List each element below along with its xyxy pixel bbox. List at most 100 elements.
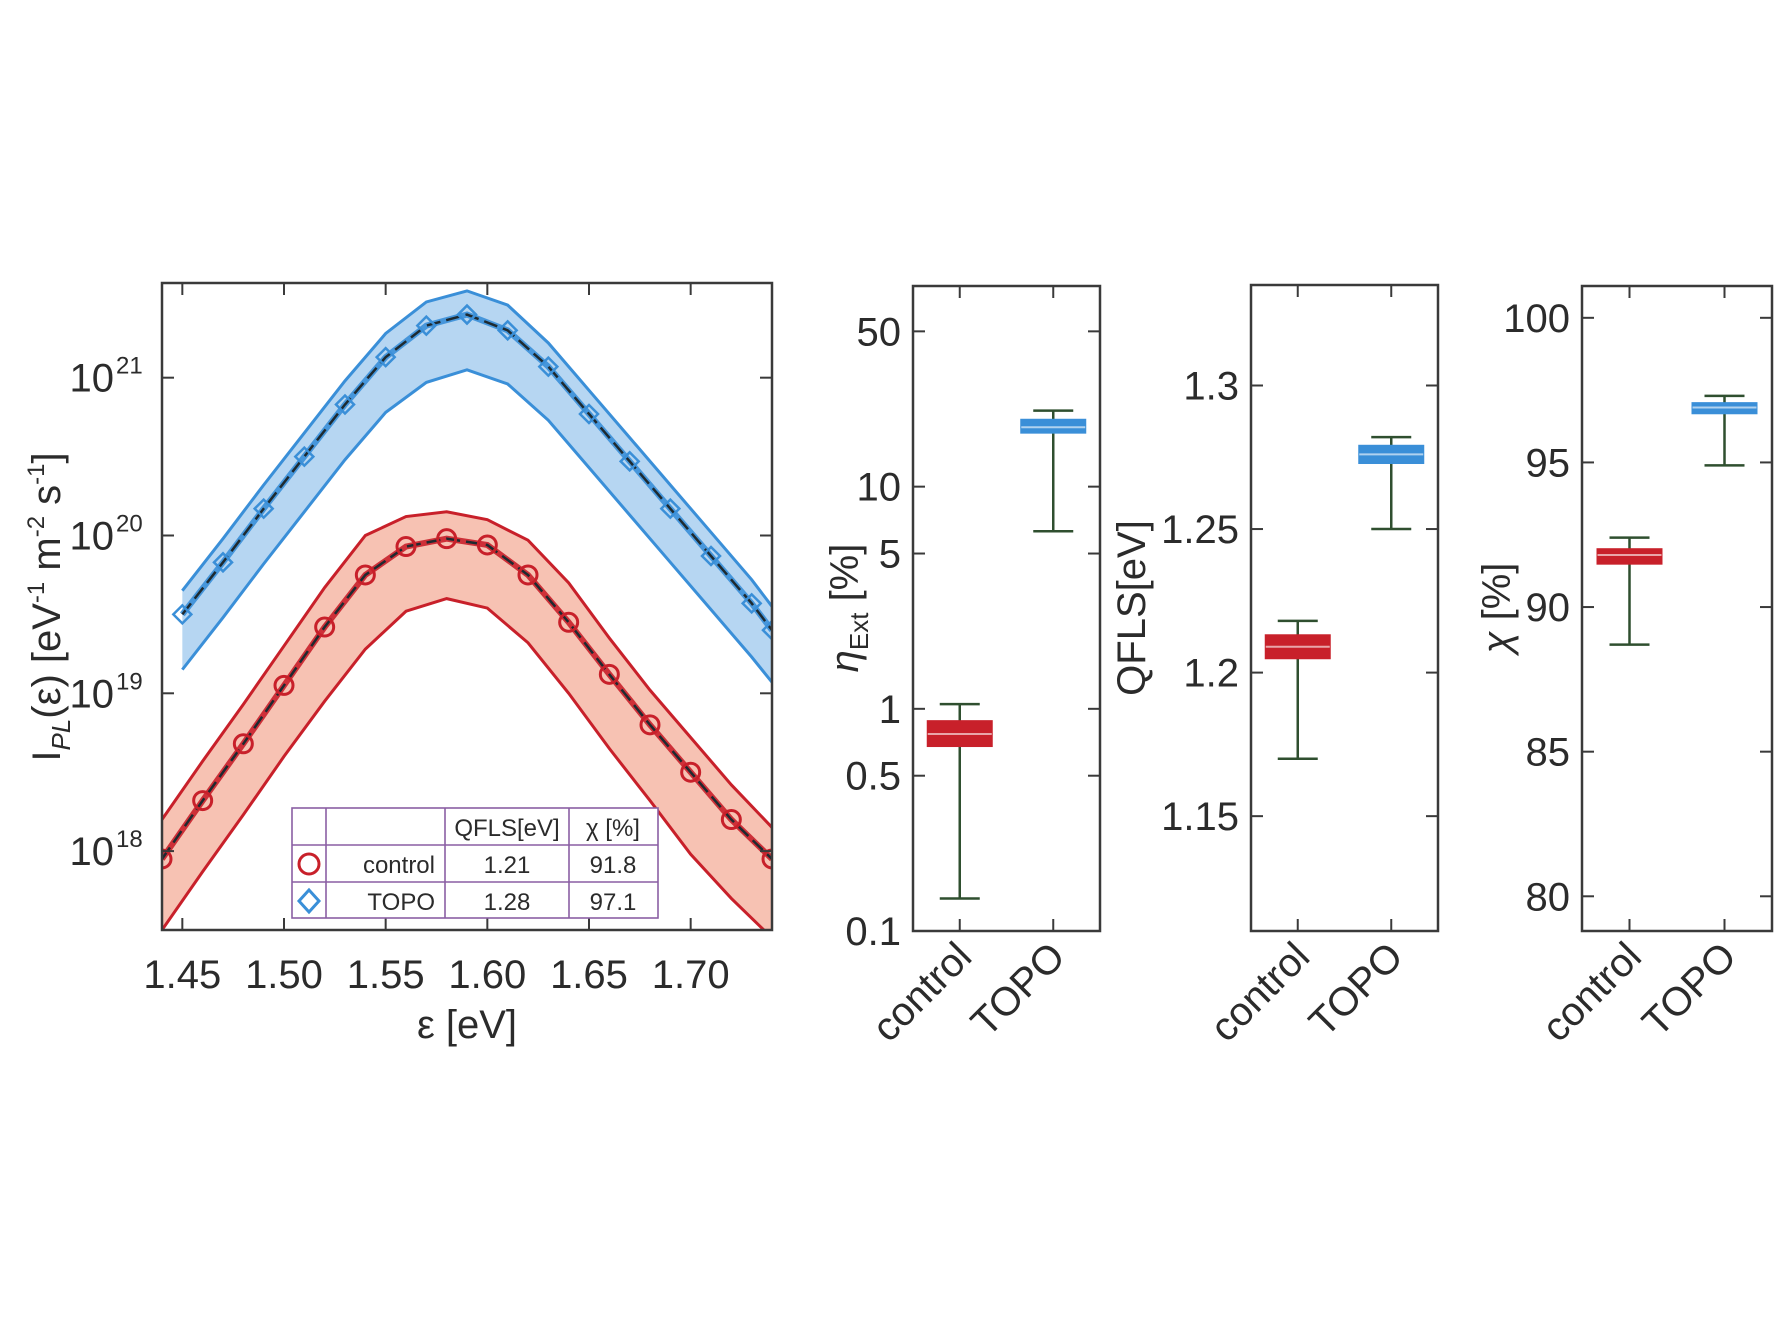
y-tick-exponent: 21 [116,353,143,380]
y-tick-label: 1.3 [1183,364,1239,408]
y-tick-exponent: 19 [116,668,143,695]
x-tick-label: 1.65 [550,953,628,997]
x-category-label: TOPO [1301,934,1412,1045]
control-data-point [598,663,620,685]
y-tick-label: 90 [1526,586,1571,630]
x-category-label: control [1202,934,1318,1050]
topo-uncertainty-band [182,290,772,683]
eta-ext-plot-area [926,409,1087,900]
control-data-point [517,564,539,586]
legend-header-qfls: QFLS[eV] [454,815,559,842]
topo-data-point [252,497,275,520]
topo-data-point [334,393,356,416]
qfls-y-axis-label: QFLS[eV] [1110,520,1154,696]
x-category-label: TOPO [1634,934,1745,1045]
control-band-lower-line [162,597,767,930]
y-tick-exponent: 18 [116,826,143,853]
topo-band-lower-line [181,368,772,684]
topo-data-point [415,314,438,337]
topo-data-point [171,603,194,626]
topo-data-point [659,497,682,520]
legend-header-chi: χ [%] [586,815,640,842]
control-band-upper-line [162,510,772,829]
topo-data-point [456,303,478,326]
control-data-point [761,848,772,870]
legend-diamond-marker [296,887,322,915]
y-tick-label: 0.1 [845,910,901,954]
topo-data-point [740,592,763,615]
topo-data-point [578,403,600,425]
topo-data-point [496,319,519,342]
control-box [1596,548,1663,565]
y-tick-label: 10 [70,514,115,558]
x-category-label: control [1534,934,1650,1050]
y-tick-exponent: 20 [116,510,143,537]
x-tick-label: 1.70 [652,953,730,997]
control-uncertainty-band [162,511,772,930]
control-data-point [720,809,742,831]
x-tick-label: 1.50 [245,953,323,997]
pl-plot-area [162,289,772,930]
topo-data-point [700,545,722,567]
control-data-point [436,528,458,550]
legend-chi-topo: 97.1 [590,889,637,916]
y-tick-label: 1 [879,688,901,732]
control-data-point [162,848,173,870]
x-category-label: TOPO [963,934,1074,1045]
control-data-point [314,616,336,638]
chi-y-axis-label: χ [%] [1475,563,1519,657]
control-data-point [273,674,295,696]
x-tick-label: 1.55 [347,953,425,997]
topo-box [1020,418,1087,434]
y-tick-label: 100 [1503,297,1570,341]
control-data-point [639,714,661,736]
legend-qfls-topo: 1.28 [484,889,531,916]
topo-data-point [761,619,772,641]
control-data-point [680,761,702,783]
y-tick-label: 10 [70,830,115,874]
y-tick-label: 50 [857,310,902,354]
y-tick-label: 10 [70,357,115,401]
control-fit-line [162,537,772,860]
y-tick-label: 10 [70,672,115,716]
y-tick-label: 1.15 [1161,795,1239,839]
y-tick-label: 5 [879,533,901,577]
qfls-plot-frame [1249,283,1440,933]
pl-x-axis-label: ε [eV] [417,1003,517,1047]
legend-frame [291,807,659,919]
legend-qfls-control: 1.21 [484,852,531,879]
legend-label-topo: TOPO [367,889,435,916]
topo-data-point [293,445,316,468]
topo-data-point [212,551,234,574]
y-tick-label: 85 [1526,731,1571,775]
pl-legend: QFLS[eV] χ [%] control 1.21 91.8 TOPO 1.… [291,807,659,919]
eta-ext-plot-frame [911,284,1102,933]
topo-data-point [618,450,641,473]
y-tick-label: 10 [857,466,902,510]
y-tick-label: 80 [1526,875,1571,919]
topo-data-point [374,346,397,368]
x-tick-label: 1.60 [448,953,526,997]
y-tick-label: 1.25 [1161,508,1239,552]
legend-chi-control: 91.8 [590,852,637,879]
y-tick-label: 1.2 [1183,652,1239,696]
chi-plot-area [1596,394,1758,646]
pl-y-axis-label: IPL(ε) [eV-1 m-2 s-1] [23,452,76,761]
topo-fit-line [181,313,772,631]
legend-circle-marker [297,852,321,876]
y-tick-label: 95 [1526,441,1571,485]
x-tick-label: 1.45 [143,953,221,997]
control-data-point [192,790,214,812]
qfls-plot-area [1264,435,1425,760]
control-data-point [232,733,254,755]
eta-ext-y-axis-label: ηExt [%] [823,544,874,673]
topo-data-point [537,355,560,378]
